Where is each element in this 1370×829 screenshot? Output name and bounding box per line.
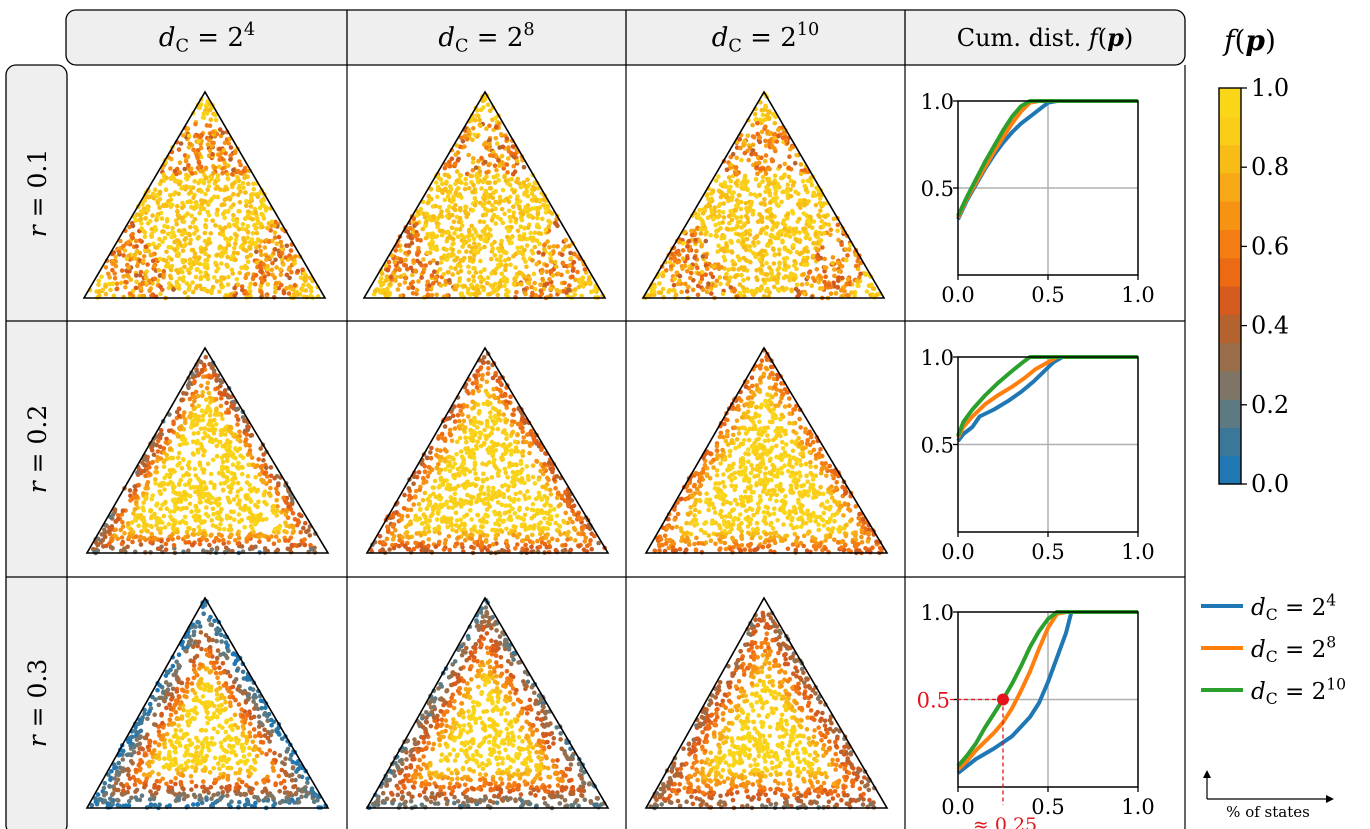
simplex-plot-r0.2-col3 [644,346,889,556]
colorbar-segment [1219,88,1241,117]
simplex-outline [644,346,889,554]
colorbar-tick-label: 1.0 [1251,74,1289,102]
axes-note: % of states [1203,770,1334,821]
y-tick-label: 1.0 [921,346,954,370]
simplex-outline [644,596,889,809]
x-tick-label: 0.5 [1031,540,1064,564]
x-tick-label: 1.0 [1121,283,1154,307]
simplex-plot-r0.3-col2 [365,596,610,811]
colorbar-segment [1219,455,1241,485]
note-label: % of states [1226,803,1310,821]
colorbar-tick-label: 0.4 [1251,312,1289,340]
colorbar-tick-label: 0.0 [1251,470,1289,498]
colorbar-tick-label: 0.2 [1251,391,1289,419]
colorbar-segment [1219,286,1241,315]
panel-grid [67,65,1186,829]
cdf-plot-1: 0.0 0.5 1.0 0.5 1.0 [921,90,1155,307]
y-tick-label: 1.0 [921,601,954,625]
colorbar-tick-label: 0.8 [1251,153,1289,181]
colorbar-segment [1219,427,1241,457]
colorbar-title: f(p) [1222,24,1276,57]
simplex-plot-r0.1-col3 [641,90,886,301]
x-tick-label: 0.0 [941,540,974,564]
colorbar-segment [1219,257,1241,287]
x-tick-label: 0.0 [941,795,974,819]
column-header-cdf: Cum. dist. f(p) [957,23,1134,52]
row-header-1: r = 0.1 [23,149,52,238]
simplex-outline [362,90,607,299]
colorbar-segment [1219,116,1241,146]
cdf-panels: 0.0 0.5 1.0 0.5 1.0 0.0 0.5 1.0 0.5 1.0 0.0 0.5 1.0 1… [917,90,1155,829]
colorbar-segment [1219,229,1241,259]
column-header-1: dC = 24 [159,20,255,57]
y-tick-label: 1.0 [921,90,954,114]
x-tick-label: 0.0 [941,283,974,307]
simplex-outline [85,346,330,554]
cdf-plot-2: 0.0 0.5 1.0 0.5 1.0 [921,346,1155,564]
simplex-outline [641,90,886,299]
x-tick-label: 1.0 [1121,540,1154,564]
column-header-2: dC = 28 [438,20,534,57]
colorbar-frame [1218,87,1242,485]
simplex-plot-r0.1-col2 [362,90,607,301]
row-header-box [5,64,68,829]
colorbar-segment [1219,370,1241,400]
legend-entry-3: dC = 210 [1251,674,1346,708]
simplex-outline [365,596,610,809]
row-header-2: r = 0.2 [23,405,52,494]
annotation-x-label: ≈ 0.25 [973,814,1037,829]
note-y-arrow [1203,770,1211,778]
simplex-outline [82,90,327,299]
column-header-bar: dC = 24 dC = 28 dC = 210 Cum. dist. f(p) [65,9,1186,66]
legend-entry-1: dC = 24 [1251,590,1336,624]
colorbar-segment [1219,314,1241,344]
simplex-plot-r0.3-col3 [644,596,889,811]
colorbar-segment [1219,201,1241,231]
x-tick-label: 1.0 [1121,795,1154,819]
x-tick-label: 0.5 [1031,795,1064,819]
colorbar-tick-label: 0.6 [1251,232,1289,260]
x-tick-label: 0.5 [1031,283,1064,307]
y-tick-label: 0.5 [921,177,954,201]
simplex-plot-r0.1-col1 [82,90,327,301]
colorbar-segment [1219,144,1241,174]
y-tick-label: 0.5 [921,434,954,458]
annotation-y-label: 0.5 [917,689,950,713]
column-header-3: dC = 210 [712,20,820,57]
colorbar: 0.0 0.2 0.4 0.6 0.8 1.0 f(p) [1218,24,1289,498]
legend-entry-2: dC = 28 [1251,632,1336,666]
simplex-panels [82,90,889,811]
row-header-bar: r = 0.1 r = 0.2 r = 0.3 [5,64,68,829]
colorbar-segment [1219,399,1241,429]
simplex-outline [85,596,330,809]
simplex-plot-r0.2-col2 [365,346,610,556]
legend: dC = 24 dC = 28 dC = 210 [1201,590,1346,708]
annotation-marker [997,693,1009,706]
colorbar-segment [1219,172,1241,202]
row-header-3: r = 0.3 [23,659,52,748]
simplex-outline [365,346,610,554]
simplex-plot-r0.2-col1 [85,346,330,556]
simplex-plot-r0.3-col1 [85,596,330,811]
cdf-plot-3: 0.0 0.5 1.01.00.5≈ 0.25 [917,601,1155,829]
note-x-arrow [1326,795,1334,803]
colorbar-segment [1219,342,1241,372]
